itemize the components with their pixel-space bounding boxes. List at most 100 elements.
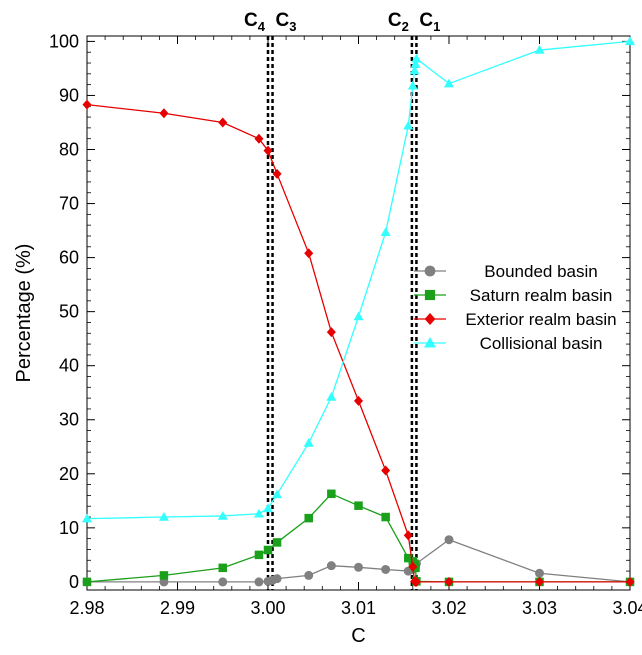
y-tick-label: 80 (59, 140, 79, 160)
data-point (354, 395, 363, 406)
data-point (272, 168, 282, 179)
legend-label: Exterior realm basin (465, 310, 616, 329)
data-point (625, 36, 635, 46)
data-point (218, 563, 227, 573)
data-point (407, 80, 418, 90)
vertical-line-label-letter: C (276, 10, 290, 31)
series-line (86, 103, 630, 583)
data-point (534, 45, 545, 54)
data-point (424, 313, 436, 325)
data-point (625, 576, 635, 587)
data-point (381, 465, 391, 476)
data-point (409, 65, 420, 75)
x-axis-title: C (351, 625, 365, 647)
data-point (304, 513, 313, 523)
vertical-line-label-c2: C2 (388, 10, 409, 34)
legend: Bounded basin Saturn realm basin Exterior … (414, 262, 617, 353)
data-point (158, 512, 169, 521)
legend-label: Bounded basin (484, 262, 597, 281)
y-tick-label: 0 (69, 572, 79, 592)
data-point (354, 562, 363, 572)
series-exterior-realm-basin (82, 99, 635, 587)
data-point (253, 508, 264, 518)
y-tick-label: 100 (49, 31, 79, 51)
data-point (327, 489, 336, 499)
data-point (263, 545, 273, 555)
series-collisional-basin (82, 36, 635, 523)
x-tick-label: 3.03 (522, 598, 557, 618)
data-point (82, 513, 92, 523)
vertical-line-label-subscript: 4 (258, 19, 266, 34)
data-point (535, 568, 544, 578)
data-point (411, 576, 421, 587)
vertical-line-label-subscript: 2 (402, 19, 409, 34)
data-point (159, 571, 169, 580)
data-point (304, 248, 314, 259)
y-tick-label: 40 (59, 356, 79, 376)
data-point (444, 535, 454, 545)
legend-item: Bounded basin (414, 262, 598, 281)
legend-item: Collisional basin (414, 334, 602, 353)
data-point (218, 117, 228, 128)
y-tick-label: 60 (59, 248, 79, 268)
y-tick-label: 30 (59, 410, 79, 430)
x-tick-label: 3.00 (250, 598, 285, 618)
data-point (424, 289, 436, 301)
data-point (304, 570, 314, 580)
axes-layer: 2.98 2.99 3.00 3.01 3.02 3.03 3.04 0 10 20 30 40 50 6… (13, 31, 642, 647)
x-tick-label: 2.98 (69, 598, 104, 618)
series-line (86, 40, 631, 520)
y-tick-label: 70 (59, 194, 79, 214)
data-point (381, 512, 390, 522)
legend-item: Exterior realm basin (414, 310, 617, 329)
data-point (217, 510, 228, 520)
data-point (254, 550, 264, 560)
vertical-line-label-c3: C3 (276, 10, 297, 34)
x-tick-label: 3.02 (431, 598, 466, 618)
data-point (326, 327, 336, 338)
data-point (218, 577, 228, 587)
data-point (353, 311, 364, 321)
vertical-line-label-c4: C4 (244, 10, 266, 34)
data-point (410, 59, 421, 68)
x-tick-label: 2.99 (160, 598, 195, 618)
data-point (82, 99, 92, 110)
data-point (354, 501, 363, 510)
vertical-line-label-subscript: 3 (289, 19, 296, 34)
data-point (263, 145, 273, 156)
data-point (254, 577, 264, 587)
vertical-line-label-letter: C (388, 10, 402, 31)
x-tick-label: 3.01 (341, 598, 376, 618)
y-tick-label: 90 (59, 85, 79, 105)
data-point (444, 576, 454, 587)
x-tick-label: 3.04 (612, 598, 642, 618)
vertical-line-label-c1: C1 (419, 10, 440, 34)
data-point (444, 78, 454, 88)
data-point (272, 574, 282, 584)
data-point (272, 489, 283, 499)
data-point (424, 265, 436, 277)
legend-label: Collisional basin (480, 334, 603, 353)
series-line (87, 539, 631, 583)
y-tick-label: 50 (59, 302, 79, 322)
data-point (303, 437, 314, 447)
data-point (263, 503, 273, 513)
data-point (535, 576, 544, 587)
data-point (408, 561, 418, 572)
vertical-line-label-letter: C (419, 10, 433, 31)
data-point (404, 553, 413, 563)
data-point (326, 392, 337, 401)
series-layer (82, 36, 635, 587)
y-tick-label: 20 (59, 464, 79, 484)
data-point (403, 530, 413, 541)
data-point (272, 538, 282, 547)
data-point (82, 577, 92, 587)
vertical-line-label-subscript: 1 (433, 19, 440, 34)
data-point (254, 133, 264, 144)
y-tick-label: 10 (59, 518, 79, 538)
data-point (424, 337, 436, 348)
data-point (381, 564, 391, 574)
data-point (380, 227, 391, 236)
